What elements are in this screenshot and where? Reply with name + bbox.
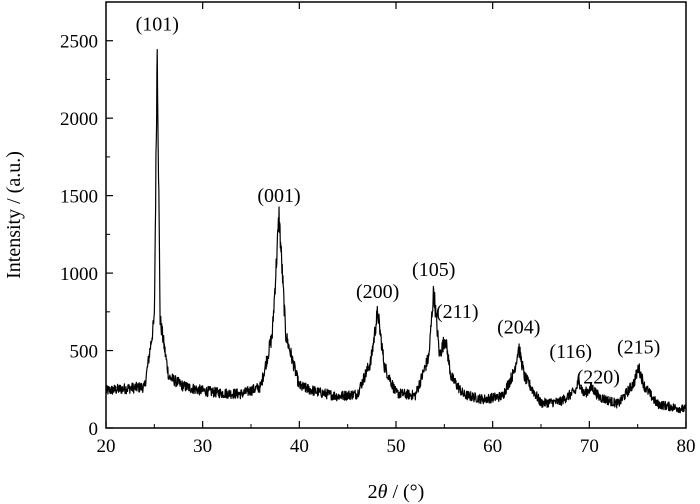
peak-label: (101) bbox=[136, 14, 179, 36]
y-tick-label: 2000 bbox=[60, 109, 98, 130]
x-tick-label: 30 bbox=[193, 436, 212, 457]
peak-label: (116) bbox=[549, 341, 592, 363]
y-tick-label: 1000 bbox=[60, 264, 98, 285]
peak-label: (204) bbox=[497, 316, 540, 338]
peak-annotations: (101) (001) (200) (105) (211) (204) (116) (220)… bbox=[136, 14, 661, 389]
peak-label: (215) bbox=[617, 337, 660, 359]
x-axis-title-theta: θ bbox=[378, 481, 388, 503]
series-line-0 bbox=[105, 48, 687, 414]
y-tick-label: 0 bbox=[89, 419, 99, 440]
peak-label: (001) bbox=[257, 185, 300, 207]
x-axis-title-suffix: / (°) bbox=[387, 481, 424, 503]
x-tick-label: 80 bbox=[677, 436, 696, 457]
x-tick-label: 40 bbox=[290, 436, 309, 457]
x-tick-label: 20 bbox=[97, 436, 116, 457]
y-axis-ticks: 0 500 1000 1500 2000 2500 bbox=[60, 32, 113, 440]
x-axis-title-prefix: 2 bbox=[368, 481, 378, 503]
trace-layer bbox=[105, 48, 687, 414]
x-tick-label: 70 bbox=[580, 436, 599, 457]
x-axis-ticks: 20 30 40 50 60 70 80 bbox=[97, 2, 696, 457]
x-tick-label: 60 bbox=[483, 436, 502, 457]
peak-label: (220) bbox=[577, 367, 620, 389]
plot-frame bbox=[105, 1, 687, 429]
y-tick-label: 1500 bbox=[60, 187, 98, 208]
x-tick-label: 50 bbox=[387, 436, 406, 457]
y-tick-label: 2500 bbox=[60, 32, 98, 53]
y-tick-label: 500 bbox=[70, 342, 99, 363]
y-axis-title: Intensity / (a.u.) bbox=[3, 151, 25, 279]
peak-label: (105) bbox=[412, 259, 455, 281]
x-axis-title: 2θ / (°) bbox=[368, 481, 425, 503]
peak-label: (211) bbox=[436, 301, 479, 323]
peak-label: (200) bbox=[356, 281, 399, 303]
